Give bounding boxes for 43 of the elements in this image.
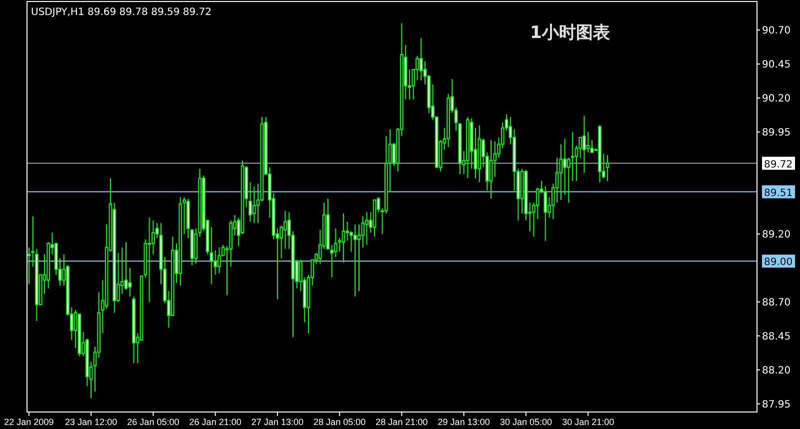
candlestick [563,138,566,196]
ref-line-label: 89.72 [764,159,793,170]
candlestick [606,154,610,182]
x-tick-label: 23 Jan 12:00 [65,417,118,427]
candlestick [124,242,128,290]
ref-line-label: 89.00 [764,257,793,268]
candlestick [419,38,423,81]
text: USDJPY,H1 89.69 89.78 89.59 89.72 [31,7,212,18]
candlestick [489,140,493,200]
ref-line-label: 89.51 [764,188,793,199]
x-tick-label: 27 Jan 13:00 [251,417,304,427]
y-tick-label: 88.70 [762,297,791,308]
candlestick [582,115,586,174]
y-tick-label: 88.45 [762,331,791,342]
x-tick-label: 28 Jan 21:00 [376,417,428,427]
candlestick [252,186,256,224]
candlestick [218,247,221,274]
x-tick-label: 30 Jan 21:00 [562,417,614,427]
y-tick-label: 90.20 [762,94,791,105]
x-tick-label: 28 Jan 05:00 [314,417,366,427]
y-tick-label: 87.95 [762,399,791,410]
candlestick [570,131,574,182]
y-tick-label: 88.20 [762,365,791,376]
candlestick [353,224,357,297]
candlestick [210,226,214,285]
candlestick [559,144,563,200]
candlestick [590,140,594,153]
x-tick-label: 29 Jan 13:00 [438,417,490,427]
candlestick [128,267,132,297]
candlestick [357,224,361,292]
candlestick [365,212,368,246]
y-tick-label: 89.20 [762,229,791,240]
candlestick [148,217,151,302]
candlestick [342,213,346,263]
x-tick-label: 26 Jan 05:00 [127,417,180,427]
candlestick [586,131,590,153]
x-tick-label: 26 Jan 21:00 [189,417,242,427]
x-tick-label: 22 Jan 2009 [4,417,54,427]
x-tick-label: 30 Jan 05:00 [500,417,552,427]
y-tick-label: 89.95 [762,127,791,138]
annotation: 1小时图表 [530,23,611,43]
y-tick-label: 90.45 [762,60,791,71]
y-tick-label: 90.70 [762,26,791,37]
